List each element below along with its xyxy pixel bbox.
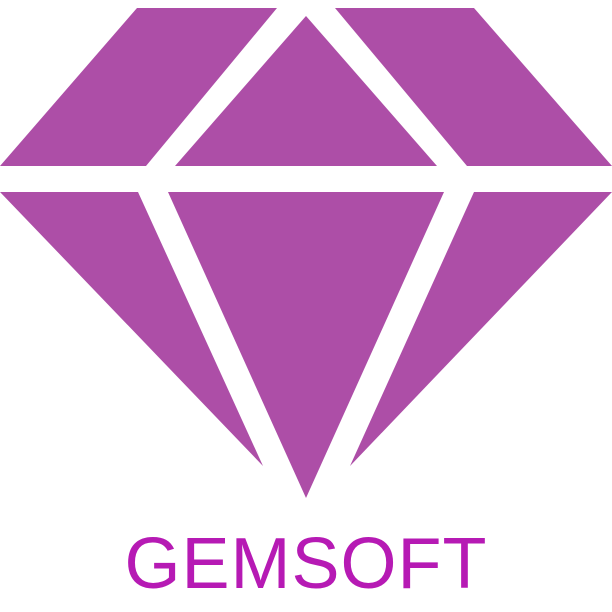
diamond-facet-bottom-center [168,192,444,498]
brand-name: GEMSOFT [124,524,488,604]
diamond-facet-top-right [335,8,612,166]
diamond-facet-top-left [0,8,277,166]
diamond-facet-bottom-right [350,192,612,466]
diamond-facet-bottom-left [0,192,263,466]
diamond-facet-top-center [175,16,437,166]
